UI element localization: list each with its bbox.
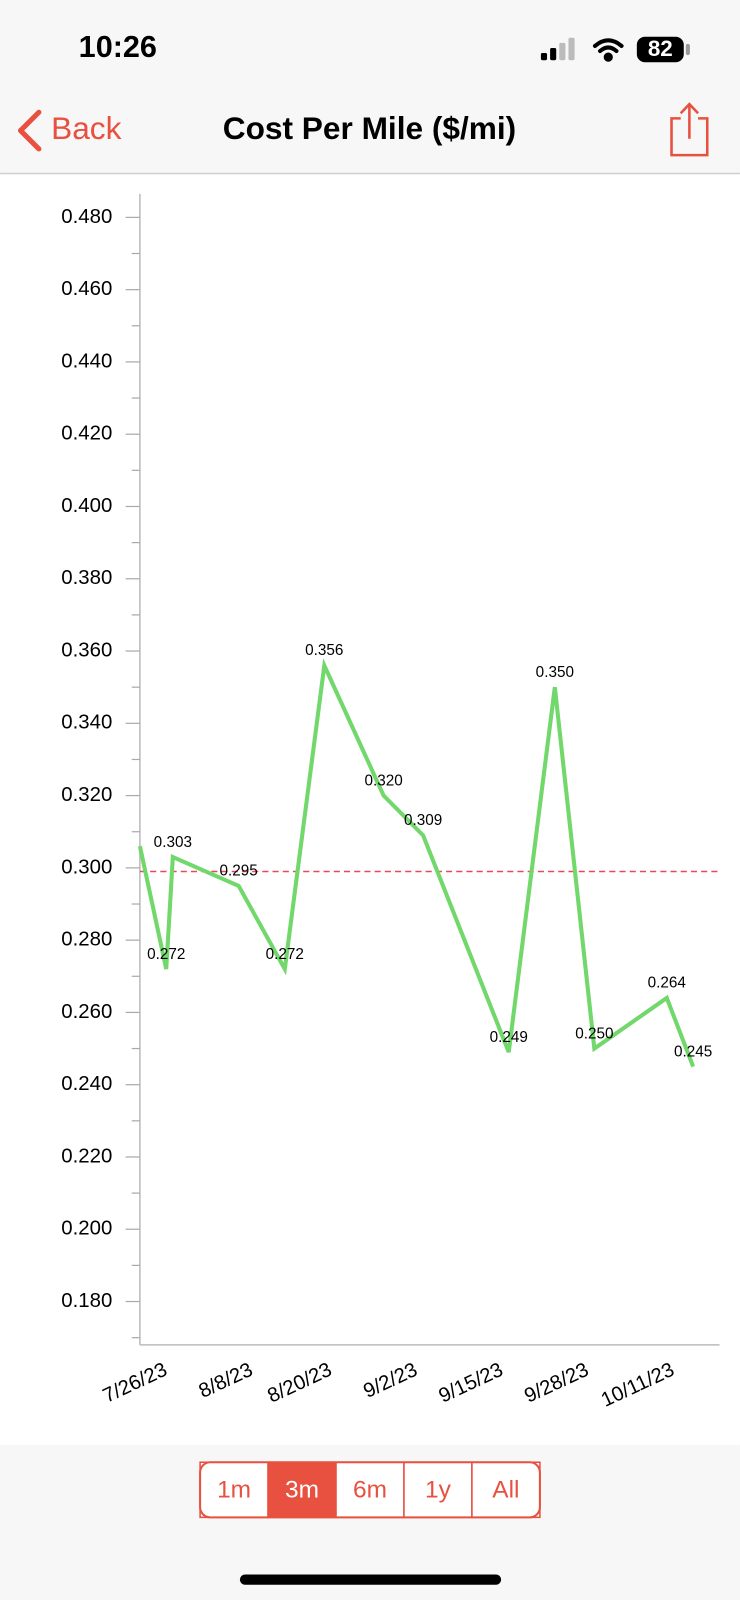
back-chevron <box>17 109 42 152</box>
data-label: 0.272 <box>147 946 185 963</box>
data-label: 0.295 <box>220 863 258 880</box>
data-label: 0.264 <box>648 975 687 992</box>
data-label: 0.350 <box>536 664 574 681</box>
top-bar-bg <box>0 0 740 174</box>
share-button[interactable] <box>670 102 709 157</box>
y-tick-label: 0.460 <box>61 278 112 300</box>
range-option-label: 3m <box>285 1476 319 1503</box>
y-tick-label: 0.200 <box>61 1218 112 1240</box>
status-time: 10:26 <box>79 30 157 64</box>
y-tick-label: 0.480 <box>61 206 112 228</box>
back-button[interactable]: Back <box>17 109 122 152</box>
y-tick-label: 0.440 <box>61 350 112 372</box>
range-option[interactable]: 1y <box>403 1461 473 1519</box>
signal-icon <box>540 37 575 61</box>
data-label: 0.320 <box>364 772 402 789</box>
battery-level: 82 <box>648 36 673 61</box>
chart-bg <box>0 174 740 1445</box>
y-tick-label: 0.340 <box>61 712 112 734</box>
range-option-label: 1y <box>425 1476 452 1503</box>
range-option-label: 6m <box>353 1476 387 1503</box>
range-selector: 1m 3m 6m 1y All <box>199 1461 541 1519</box>
wifi-icon <box>592 38 624 62</box>
nav-title: Cost Per Mile ($/mi) <box>223 110 516 146</box>
home-indicator <box>239 1574 502 1585</box>
y-tick-label: 0.380 <box>61 567 112 589</box>
y-tick-label: 0.220 <box>61 1145 112 1167</box>
range-option-bg <box>267 1461 337 1519</box>
data-line <box>137 658 696 1068</box>
y-tick-label: 0.300 <box>61 856 112 878</box>
y-tick-label: 0.260 <box>61 1001 112 1023</box>
data-label: 0.272 <box>266 946 304 963</box>
range-option[interactable]: 6m <box>335 1461 405 1519</box>
battery-icon <box>636 36 684 63</box>
back-label: Back <box>51 110 121 146</box>
y-tick-label: 0.420 <box>61 423 112 445</box>
range-option-label: All <box>492 1476 519 1503</box>
data-label: 0.356 <box>305 642 343 659</box>
data-label: 0.303 <box>154 834 192 851</box>
range-option[interactable]: All <box>471 1461 541 1519</box>
range-option-label: 1m <box>217 1476 251 1503</box>
range-option[interactable]: 3m <box>267 1461 337 1519</box>
data-label: 0.250 <box>575 1025 613 1042</box>
y-tick-label: 0.280 <box>61 929 112 951</box>
y-tick-label: 0.180 <box>61 1290 112 1312</box>
data-label: 0.309 <box>404 812 442 829</box>
battery-cap <box>685 43 690 56</box>
data-label: 0.245 <box>674 1043 712 1060</box>
y-tick-label: 0.320 <box>61 784 112 806</box>
y-tick-label: 0.240 <box>61 1073 112 1095</box>
data-label: 0.249 <box>490 1029 528 1046</box>
range-option[interactable]: 1m <box>199 1461 269 1519</box>
y-tick-label: 0.360 <box>61 639 112 661</box>
range-selector-border <box>199 1461 541 1519</box>
y-tick-label: 0.400 <box>61 495 112 517</box>
